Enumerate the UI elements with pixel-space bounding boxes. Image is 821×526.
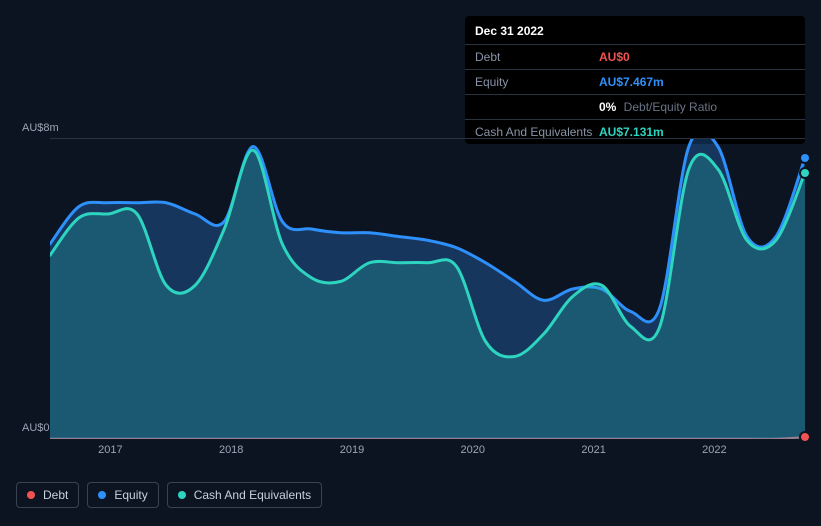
chart-svg — [50, 139, 805, 439]
tooltip-row: DebtAU$0 — [465, 45, 805, 70]
tooltip-row: 0% Debt/Equity Ratio — [465, 95, 805, 120]
legend-item-cash-and-equivalents[interactable]: Cash And Equivalents — [167, 482, 322, 508]
legend-item-equity[interactable]: Equity — [87, 482, 158, 508]
legend-swatch — [98, 491, 106, 499]
x-tick: 2019 — [340, 444, 364, 456]
y-axis-min: AU$0 — [22, 422, 50, 434]
plot-area[interactable] — [50, 138, 805, 438]
tooltip-row-sub: Debt/Equity Ratio — [620, 100, 717, 114]
legend-label: Debt — [43, 488, 68, 502]
x-tick: 2021 — [581, 444, 605, 456]
tooltip-row: EquityAU$7.467m — [465, 70, 805, 95]
x-tick: 2017 — [98, 444, 122, 456]
legend-label: Cash And Equivalents — [194, 488, 311, 502]
tooltip-row-label: Equity — [475, 75, 599, 89]
tooltip-row-value: 0% Debt/Equity Ratio — [599, 100, 717, 114]
chart-tooltip: Dec 31 2022 DebtAU$0EquityAU$7.467m0% De… — [465, 16, 805, 144]
legend-swatch — [178, 491, 186, 499]
tooltip-row-value: AU$0 — [599, 50, 630, 64]
series-end-marker — [801, 169, 809, 177]
legend-label: Equity — [114, 488, 147, 502]
legend-item-debt[interactable]: Debt — [16, 482, 79, 508]
tooltip-row-label: Debt — [475, 50, 599, 64]
series-end-marker — [801, 433, 809, 441]
series-end-marker — [801, 154, 809, 162]
legend-swatch — [27, 491, 35, 499]
chart-legend: Debt Equity Cash And Equivalents — [16, 482, 322, 508]
tooltip-date: Dec 31 2022 — [465, 16, 805, 45]
x-axis: 2017 2018 2019 2020 2021 2022 — [50, 442, 805, 462]
x-tick: 2022 — [702, 444, 726, 456]
tooltip-row-label — [475, 100, 599, 114]
tooltip-row-value: AU$7.131m — [599, 125, 664, 139]
y-axis-max: AU$8m — [22, 122, 59, 134]
x-tick: 2018 — [219, 444, 243, 456]
tooltip-row-value: AU$7.467m — [599, 75, 664, 89]
x-tick: 2020 — [461, 444, 485, 456]
tooltip-row-label: Cash And Equivalents — [475, 125, 599, 139]
